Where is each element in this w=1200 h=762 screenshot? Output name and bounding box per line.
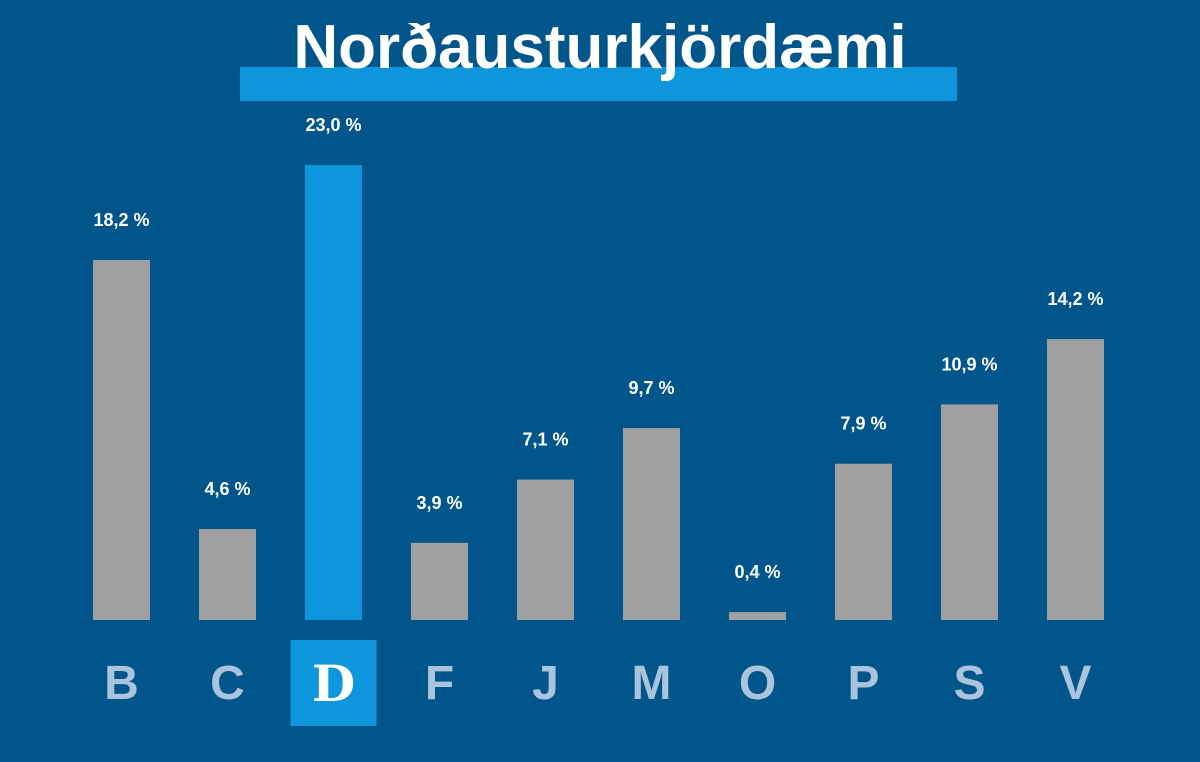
value-label-B: 18,2 % bbox=[93, 210, 149, 230]
category-label-D: D bbox=[312, 654, 355, 713]
value-label-O: 0,4 % bbox=[734, 562, 780, 582]
title-underline bbox=[240, 67, 957, 101]
value-label-C: 4,6 % bbox=[204, 479, 250, 499]
title-block: Norðausturkjördæmi bbox=[0, 10, 1200, 110]
category-label-S: S bbox=[953, 657, 985, 710]
category-label-P: P bbox=[847, 657, 879, 710]
category-label-F: F bbox=[425, 657, 454, 710]
bar-O bbox=[729, 612, 786, 620]
value-label-P: 7,9 % bbox=[840, 414, 886, 434]
bar-P bbox=[835, 463, 892, 620]
bar-D bbox=[305, 165, 362, 620]
bar-B bbox=[93, 259, 150, 620]
value-label-J: 7,1 % bbox=[522, 430, 568, 450]
highlight-label-box bbox=[290, 640, 377, 726]
value-label-F: 3,9 % bbox=[416, 493, 462, 513]
value-label-D: 23,0 % bbox=[305, 115, 361, 135]
bar-C bbox=[199, 529, 256, 620]
chart-title: Norðausturkjördæmi bbox=[293, 13, 907, 82]
bar-V bbox=[1047, 339, 1104, 620]
value-label-S: 10,9 % bbox=[941, 354, 997, 374]
category-label-M: M bbox=[632, 657, 672, 710]
value-label-M: 9,7 % bbox=[628, 378, 674, 398]
bar-M bbox=[623, 428, 680, 620]
bar-J bbox=[517, 479, 574, 620]
value-label-V: 14,2 % bbox=[1047, 289, 1103, 309]
category-label-J: J bbox=[532, 657, 559, 710]
bar-S bbox=[941, 404, 998, 620]
category-label-O: O bbox=[739, 657, 776, 710]
category-label-C: C bbox=[210, 657, 245, 710]
bar-F bbox=[411, 542, 468, 620]
category-label-V: V bbox=[1059, 657, 1091, 710]
category-label-B: B bbox=[104, 657, 139, 710]
